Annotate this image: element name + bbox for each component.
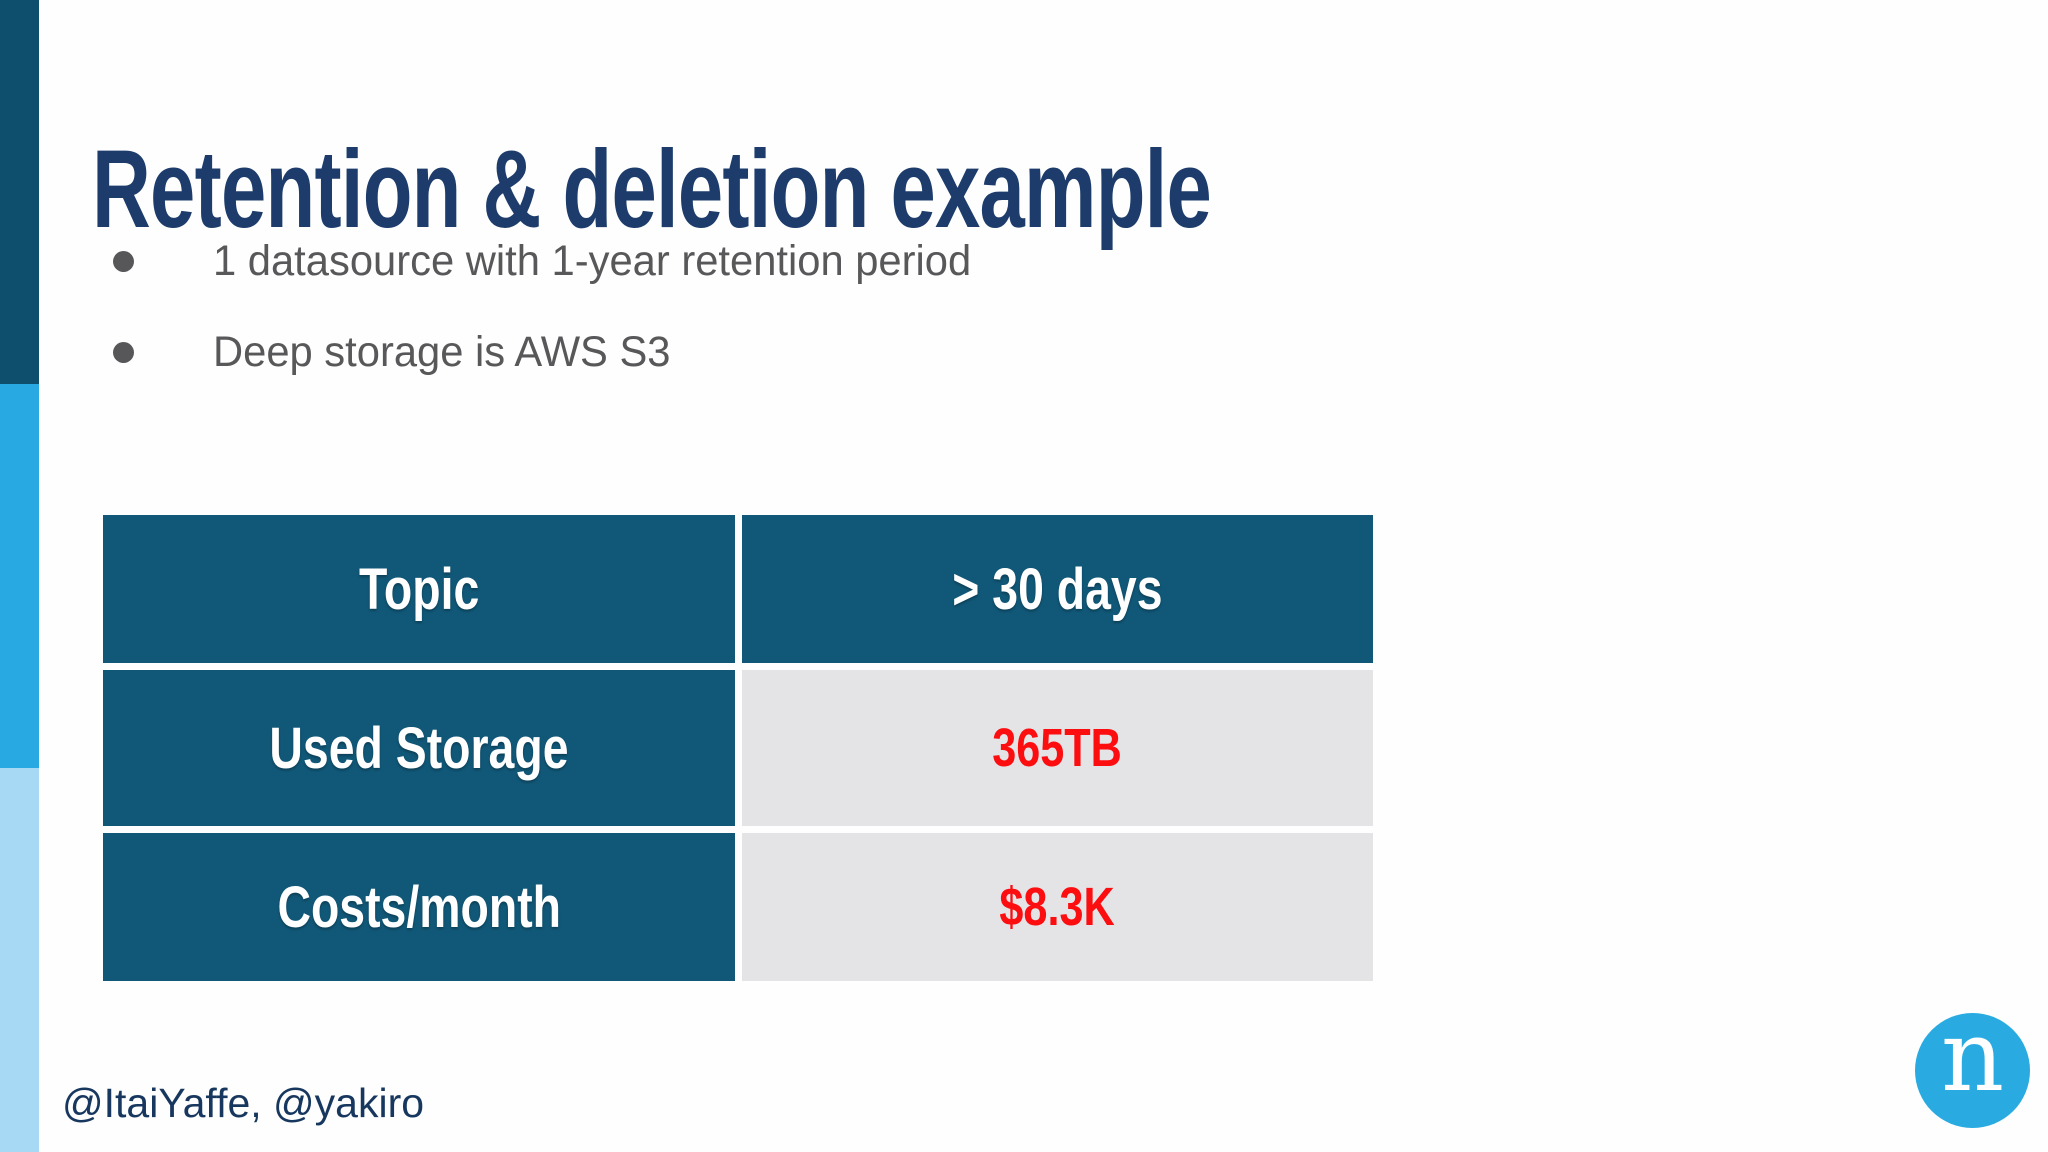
table-row-value-costs-month: $8.3K (742, 833, 1373, 981)
table-header-label: Topic (358, 556, 480, 622)
table-row-label-used-storage: Used Storage (103, 670, 735, 826)
table-header-label: > 30 days (952, 556, 1163, 622)
footer-author-handles: @ItaiYaffe, @yakiro (62, 1080, 425, 1126)
company-logo: n (1915, 1008, 2030, 1128)
table-row-label-costs-month: Costs/month (103, 833, 735, 981)
left-accent-stripe (0, 0, 39, 1152)
row-label: Costs/month (277, 874, 561, 940)
table-header-30days: > 30 days (742, 515, 1373, 663)
bullet-text: 1 datasource with 1-year retention perio… (213, 237, 972, 285)
row-value: 365TB (992, 718, 1123, 778)
row-value: $8.3K (999, 877, 1116, 937)
table-header-topic: Topic (103, 515, 735, 663)
logo-letter-n: n (1940, 999, 2005, 1114)
bullet-item: Deep storage is AWS S3 (113, 307, 995, 398)
bullet-item: 1 datasource with 1-year retention perio… (113, 216, 995, 307)
stripe-segment-dark (0, 0, 39, 384)
stripe-segment-medium (0, 384, 39, 768)
slide-title: Retention & deletion example (92, 127, 1212, 251)
bullet-list: 1 datasource with 1-year retention perio… (113, 216, 995, 398)
retention-cost-table: Topic > 30 days Used Storage 365TB Costs… (103, 515, 1373, 981)
bullet-dot-icon (113, 251, 134, 272)
table-row-value-used-storage: 365TB (742, 670, 1373, 826)
bullet-dot-icon (113, 342, 134, 363)
row-label: Used Storage (269, 715, 569, 781)
stripe-segment-light (0, 768, 39, 1152)
bullet-text: Deep storage is AWS S3 (213, 328, 671, 376)
